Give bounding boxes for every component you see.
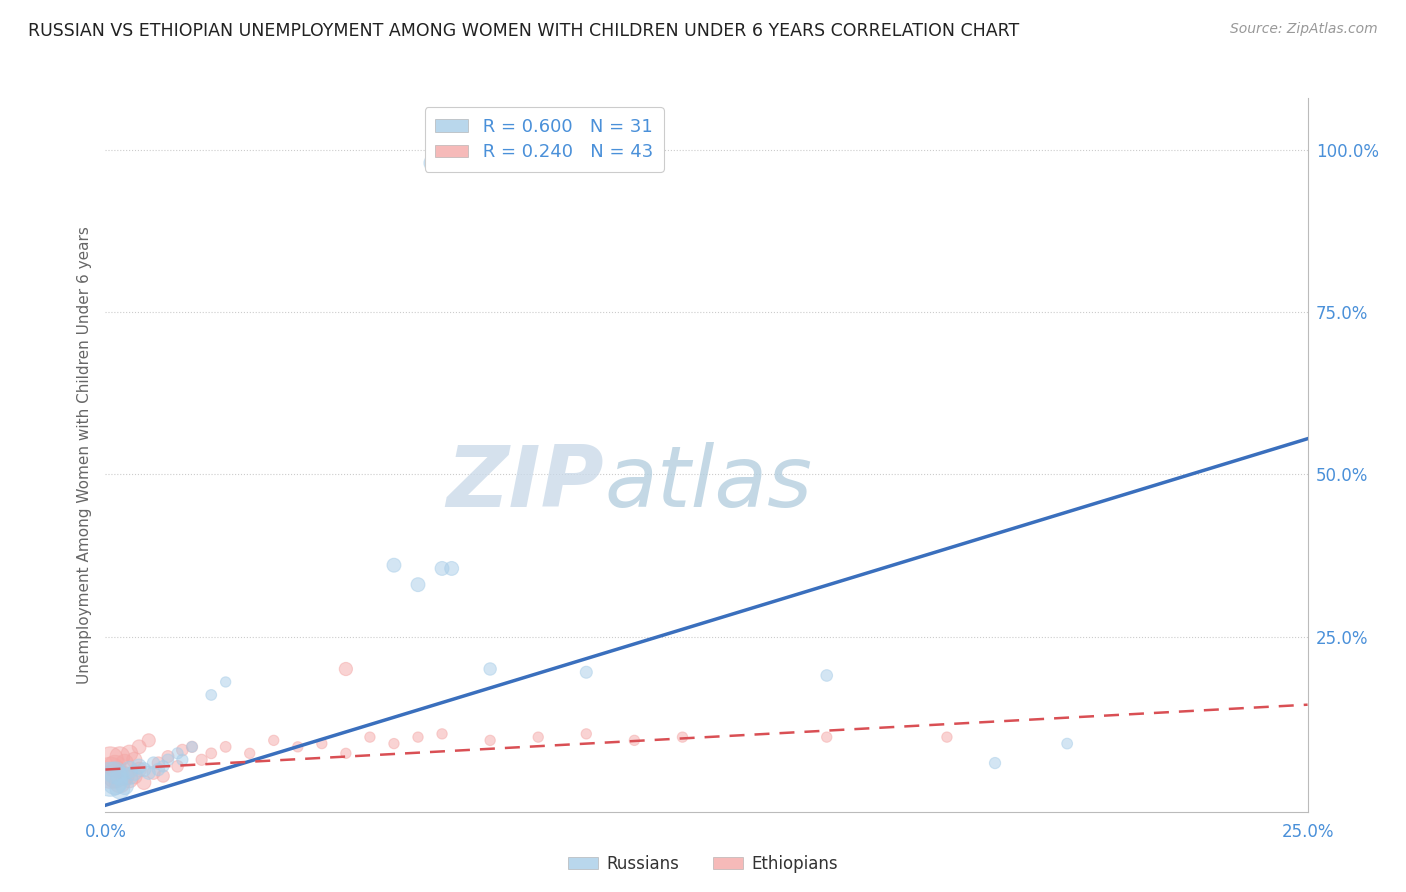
Point: [311, 737, 333, 751]
Point: [239, 747, 262, 761]
Point: [128, 759, 150, 773]
Point: [335, 747, 357, 761]
Point: [124, 769, 146, 783]
Point: [148, 756, 170, 770]
Point: [138, 733, 160, 747]
Text: RUSSIAN VS ETHIOPIAN UNEMPLOYMENT AMONG WOMEN WITH CHILDREN UNDER 6 YEARS CORREL: RUSSIAN VS ETHIOPIAN UNEMPLOYMENT AMONG …: [28, 22, 1019, 40]
Point: [108, 769, 131, 783]
Point: [287, 739, 309, 754]
Point: [479, 733, 502, 747]
Point: [575, 727, 598, 741]
Point: [124, 753, 146, 767]
Point: [166, 747, 188, 761]
Point: [118, 747, 141, 761]
Legend:  R = 0.600   N = 31,  R = 0.240   N = 43: R = 0.600 N = 31, R = 0.240 N = 43: [425, 107, 664, 172]
Point: [98, 753, 121, 767]
Point: [98, 765, 121, 780]
Point: [181, 739, 204, 754]
Point: [132, 763, 155, 777]
Point: [984, 756, 1007, 770]
Point: [114, 779, 136, 793]
Point: [263, 733, 285, 747]
Point: [152, 759, 174, 773]
Point: [406, 730, 429, 744]
Point: [108, 782, 131, 797]
Point: [156, 749, 179, 764]
Point: [359, 730, 381, 744]
Point: [98, 772, 121, 787]
Point: [422, 156, 444, 170]
Point: [430, 561, 453, 575]
Text: Source: ZipAtlas.com: Source: ZipAtlas.com: [1230, 22, 1378, 37]
Point: [214, 739, 236, 754]
Point: [118, 769, 141, 783]
Point: [936, 730, 959, 744]
Point: [181, 739, 204, 754]
Point: [104, 775, 127, 789]
Point: [172, 753, 194, 767]
Point: [527, 730, 550, 744]
Point: [124, 765, 146, 780]
Point: [1056, 737, 1078, 751]
Text: atlas: atlas: [605, 442, 813, 525]
Point: [132, 775, 155, 789]
Point: [142, 765, 165, 780]
Point: [172, 743, 194, 757]
Point: [382, 737, 405, 751]
Point: [104, 759, 127, 773]
Point: [138, 765, 160, 780]
Point: [114, 756, 136, 770]
Point: [142, 756, 165, 770]
Point: [190, 753, 212, 767]
Text: ZIP: ZIP: [447, 442, 605, 525]
Point: [815, 668, 838, 682]
Point: [406, 577, 429, 591]
Point: [575, 665, 598, 680]
Point: [335, 662, 357, 676]
Point: [152, 769, 174, 783]
Y-axis label: Unemployment Among Women with Children Under 6 years: Unemployment Among Women with Children U…: [76, 226, 91, 684]
Point: [128, 739, 150, 754]
Point: [114, 769, 136, 783]
Point: [382, 558, 405, 573]
Point: [623, 733, 645, 747]
Point: [200, 688, 222, 702]
Point: [108, 749, 131, 764]
Point: [815, 730, 838, 744]
Point: [128, 763, 150, 777]
Point: [440, 561, 463, 575]
Point: [108, 775, 131, 789]
Point: [200, 747, 222, 761]
Point: [104, 765, 127, 780]
Point: [156, 753, 179, 767]
Point: [671, 730, 693, 744]
Point: [479, 662, 502, 676]
Point: [118, 763, 141, 777]
Point: [430, 727, 453, 741]
Point: [148, 763, 170, 777]
Point: [104, 769, 127, 783]
Legend: Russians, Ethiopians: Russians, Ethiopians: [561, 848, 845, 880]
Point: [118, 772, 141, 787]
Point: [166, 759, 188, 773]
Point: [214, 675, 236, 690]
